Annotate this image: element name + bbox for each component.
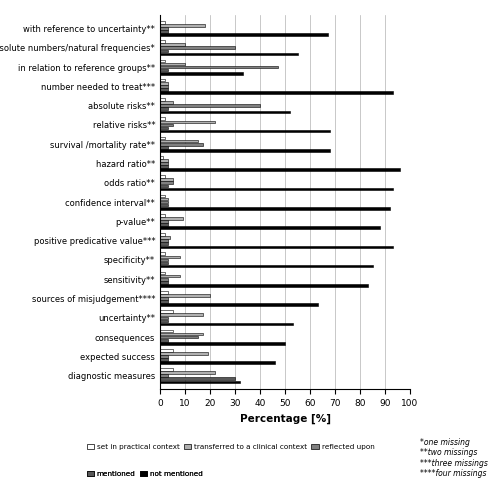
- Bar: [160, 342, 285, 345]
- Bar: [160, 275, 180, 277]
- Bar: [160, 156, 162, 159]
- Bar: [160, 300, 168, 303]
- Bar: [160, 349, 172, 352]
- Bar: [160, 117, 165, 120]
- Bar: [160, 88, 168, 91]
- Bar: [160, 272, 165, 274]
- Bar: [160, 361, 275, 364]
- Bar: [160, 320, 168, 322]
- Text: *one missing
**two missings
***three missings
****four missings: *one missing **two missings ***three mis…: [420, 438, 488, 478]
- Bar: [160, 195, 165, 197]
- Bar: [160, 368, 172, 371]
- Bar: [160, 182, 172, 184]
- Bar: [160, 168, 400, 171]
- Bar: [160, 255, 180, 258]
- Bar: [160, 297, 168, 300]
- Bar: [160, 374, 168, 377]
- Bar: [160, 281, 168, 283]
- Bar: [160, 252, 165, 255]
- Bar: [160, 226, 380, 229]
- Bar: [160, 333, 202, 335]
- Bar: [160, 27, 168, 30]
- Bar: [160, 165, 168, 168]
- Bar: [160, 262, 168, 264]
- Bar: [160, 49, 168, 52]
- Bar: [160, 352, 208, 355]
- Bar: [160, 107, 168, 110]
- Bar: [160, 66, 278, 68]
- Bar: [160, 143, 202, 146]
- Bar: [160, 201, 168, 204]
- Bar: [160, 294, 210, 297]
- Bar: [160, 98, 165, 101]
- Bar: [160, 220, 168, 223]
- Bar: [160, 243, 168, 245]
- Bar: [160, 121, 215, 123]
- Bar: [160, 175, 165, 178]
- Bar: [160, 159, 168, 162]
- Bar: [160, 21, 165, 23]
- Bar: [160, 72, 242, 74]
- Bar: [160, 278, 168, 280]
- Bar: [160, 162, 168, 165]
- Bar: [160, 110, 290, 113]
- Bar: [160, 303, 318, 306]
- Bar: [160, 104, 260, 107]
- Bar: [160, 146, 168, 149]
- X-axis label: Percentage [%]: Percentage [%]: [240, 414, 330, 424]
- Bar: [160, 91, 392, 94]
- Bar: [160, 371, 215, 374]
- Bar: [160, 316, 168, 319]
- Bar: [160, 127, 168, 129]
- Bar: [160, 149, 330, 152]
- Bar: [160, 240, 168, 242]
- Bar: [160, 330, 172, 332]
- Bar: [160, 336, 198, 338]
- Legend: mentioned, not mentioned: mentioned, not mentioned: [84, 468, 206, 480]
- Bar: [160, 40, 165, 43]
- Bar: [160, 233, 165, 236]
- Bar: [160, 339, 168, 341]
- Bar: [160, 30, 168, 33]
- Bar: [160, 69, 168, 71]
- Bar: [160, 188, 392, 190]
- Bar: [160, 377, 235, 380]
- Bar: [160, 46, 235, 49]
- Bar: [160, 204, 168, 207]
- Bar: [160, 217, 182, 220]
- Bar: [160, 24, 205, 27]
- Bar: [160, 137, 165, 139]
- Bar: [160, 323, 292, 325]
- Bar: [160, 140, 198, 142]
- Bar: [160, 59, 165, 62]
- Bar: [160, 33, 328, 36]
- Bar: [160, 265, 372, 267]
- Bar: [160, 381, 240, 383]
- Bar: [160, 124, 172, 126]
- Bar: [160, 82, 168, 84]
- Bar: [160, 313, 202, 316]
- Bar: [160, 291, 168, 294]
- Bar: [160, 284, 368, 287]
- Bar: [160, 358, 168, 361]
- Bar: [160, 130, 330, 132]
- Bar: [160, 179, 172, 181]
- Bar: [160, 198, 168, 200]
- Bar: [160, 310, 172, 313]
- Bar: [160, 79, 165, 81]
- Bar: [160, 85, 168, 88]
- Bar: [160, 63, 185, 65]
- Bar: [160, 185, 168, 187]
- Bar: [160, 246, 392, 248]
- Bar: [160, 223, 168, 226]
- Bar: [160, 214, 165, 217]
- Bar: [160, 355, 168, 358]
- Bar: [160, 52, 298, 55]
- Bar: [160, 237, 170, 239]
- Bar: [160, 258, 168, 261]
- Bar: [160, 101, 172, 104]
- Bar: [160, 43, 185, 46]
- Bar: [160, 207, 390, 210]
